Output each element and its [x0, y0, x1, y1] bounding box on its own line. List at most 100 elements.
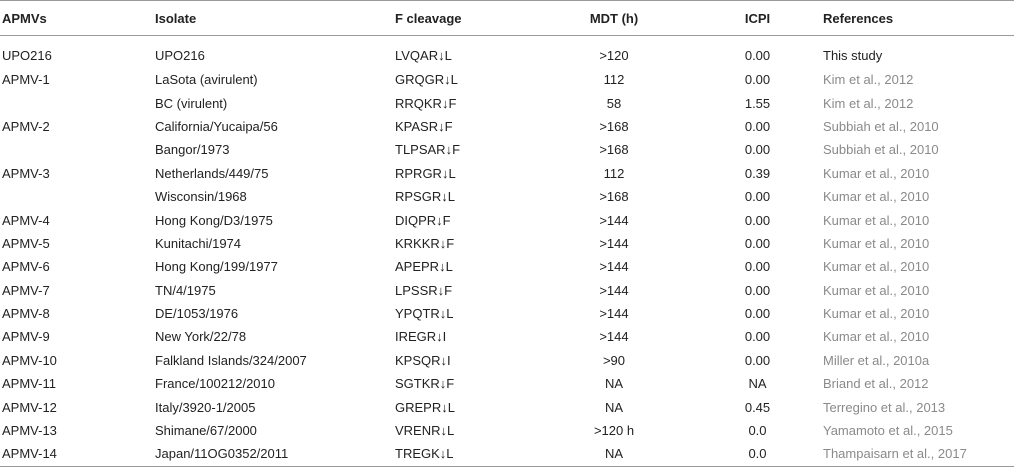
cell-apmv: APMV-12 — [2, 399, 57, 415]
cell-icpi: 0.00 — [744, 118, 771, 134]
table-row: APMV-1 LaSota (avirulent) GRQGR↓L 112 0.00 Ki… — [0, 68, 1014, 91]
cell-isolate: Shimane/67/2000 — [155, 423, 257, 439]
header-references: References — [821, 0, 1014, 36]
cell-f-cleavage: VRENR↓L — [395, 423, 455, 439]
table-row: UPO216 UPO216 LVQAR↓L >120 0.00 This study — [0, 36, 1014, 69]
cell-mdt: >144 — [599, 259, 629, 275]
cell-f-cleavage: KPSQR↓I — [395, 352, 451, 368]
cell-reference: Kumar et al., 2010 — [823, 165, 930, 181]
cell-isolate: Japan/11OG0352/2011 — [153, 442, 393, 467]
cell-apmv: APMV-8 — [2, 306, 50, 322]
cell-f-cleavage: RPRGR↓L — [395, 165, 456, 181]
cell-isolate: Hong Kong/D3/1975 — [155, 212, 273, 228]
cell-reference: Subbiah et al., 2010 — [823, 142, 939, 158]
cell-f-cleavage: DIQPR↓F — [395, 212, 451, 228]
cell-f-cleavage: IREGR↓I — [395, 329, 447, 345]
cell-reference: Briand et al., 2012 — [823, 376, 929, 392]
table-row: APMV-8 DE/1053/1976 YPQTR↓L >144 0.00 Kumar e… — [0, 302, 1014, 325]
cell-f-cleavage: APEPR↓L — [395, 259, 453, 275]
cell-mdt: NA — [534, 442, 694, 467]
cell-mdt: >168 — [599, 118, 629, 134]
table-row: Bangor/1973 TLPSAR↓F >168 0.00 Subbiah et al… — [0, 138, 1014, 161]
cell-f-cleavage: RRQKR↓F — [395, 95, 457, 111]
cell-isolate: Wisconsin/1968 — [155, 189, 247, 205]
cell-mdt: NA — [604, 376, 624, 392]
cell-isolate: LaSota (avirulent) — [155, 72, 258, 88]
cell-apmv: APMV-7 — [2, 282, 50, 298]
header-icpi: ICPI — [694, 0, 821, 36]
table-row: APMV-2 California/Yucaipa/56 KPASR↓F >168 0.… — [0, 115, 1014, 138]
cell-reference: Terregino et al., 2013 — [823, 399, 946, 415]
cell-mdt: >144 — [599, 329, 629, 345]
cell-apmv: APMV-2 — [2, 118, 50, 134]
table-body: UPO216 UPO216 LVQAR↓L >120 0.00 This study APM… — [0, 36, 1014, 467]
cell-reference: Kim et al., 2012 — [823, 95, 914, 111]
cell-f-cleavage: SGTKR↓F — [395, 376, 455, 392]
cell-f-cleavage: GRQGR↓L — [395, 72, 458, 88]
cell-f-cleavage: KRKKR↓F — [395, 235, 455, 251]
cell-reference: Kumar et al., 2010 — [823, 329, 930, 345]
cell-f-cleavage: YPQTR↓L — [395, 306, 454, 322]
cell-reference: Kumar et al., 2010 — [823, 212, 930, 228]
cell-icpi: 0.39 — [744, 165, 771, 181]
cell-icpi: NA — [748, 376, 767, 392]
cell-icpi: 1.55 — [744, 95, 771, 111]
cell-icpi: 0.00 — [744, 189, 771, 205]
cell-mdt: >144 — [599, 212, 629, 228]
table-row: APMV-14 Japan/11OG0352/2011 TREGK↓L NA 0.0 Th… — [0, 442, 1014, 467]
cell-isolate: France/100212/2010 — [155, 376, 275, 392]
cell-mdt: >120 — [599, 47, 629, 63]
cell-reference: Kumar et al., 2010 — [823, 189, 930, 205]
cell-icpi: 0.0 — [748, 423, 767, 439]
cell-reference: This study — [823, 47, 883, 63]
cell-f-cleavage: TREGK↓L — [393, 442, 534, 467]
cell-isolate: Falkland Islands/324/2007 — [155, 352, 307, 368]
cell-reference: Miller et al., 2010a — [823, 352, 930, 368]
cell-icpi: 0.00 — [744, 306, 771, 322]
cell-mdt: >144 — [599, 235, 629, 251]
cell-reference: Yamamoto et al., 2015 — [823, 423, 953, 439]
cell-reference: Kumar et al., 2010 — [823, 235, 930, 251]
cell-apmv — [0, 91, 153, 114]
cell-mdt: >168 — [599, 189, 629, 205]
table-row: APMV-12 Italy/3920-1/2005 GREPR↓L NA 0.45 Ter… — [0, 395, 1014, 418]
table-row: APMV-9 New York/22/78 IREGR↓I >144 0.00 Kumar… — [0, 325, 1014, 348]
table-row: BC (virulent) RRQKR↓F 58 1.55 Kim et al., 20… — [0, 91, 1014, 114]
cell-icpi: 0.00 — [744, 259, 771, 275]
cell-reference: Subbiah et al., 2010 — [823, 118, 939, 134]
cell-icpi: 0.00 — [744, 47, 771, 63]
header-mdt: MDT (h) — [534, 0, 694, 36]
cell-icpi: 0.45 — [744, 399, 771, 415]
cell-isolate: Hong Kong/199/1977 — [155, 259, 278, 275]
cell-isolate: Bangor/1973 — [155, 142, 230, 158]
cell-isolate: Netherlands/449/75 — [155, 165, 269, 181]
cell-apmv: APMV-5 — [2, 235, 50, 251]
cell-mdt: 112 — [603, 165, 625, 181]
cell-mdt: >144 — [599, 282, 629, 298]
cell-isolate: UPO216 — [155, 47, 205, 63]
table-row: APMV-11 France/100212/2010 SGTKR↓F NA NA Bria… — [0, 372, 1014, 395]
cell-f-cleavage: LVQAR↓L — [395, 47, 452, 63]
header-f-cleavage: F cleavage — [393, 0, 534, 36]
cell-apmv: APMV-1 — [2, 72, 50, 88]
cell-mdt: NA — [604, 399, 624, 415]
cell-apmv: APMV-6 — [2, 259, 50, 275]
cell-reference: Kumar et al., 2010 — [823, 259, 930, 275]
cell-mdt: 58 — [606, 95, 622, 111]
cell-isolate: TN/4/1975 — [155, 282, 216, 298]
cell-apmv — [0, 138, 153, 161]
cell-f-cleavage: RPSGR↓L — [395, 189, 455, 205]
cell-mdt: >144 — [599, 306, 629, 322]
cell-f-cleavage: LPSSR↓F — [395, 282, 453, 298]
cell-apmv — [0, 185, 153, 208]
cell-isolate: California/Yucaipa/56 — [155, 118, 278, 134]
cell-apmv: APMV-14 — [0, 442, 153, 467]
cell-mdt: >90 — [602, 352, 626, 368]
cell-f-cleavage: KPASR↓F — [395, 118, 453, 134]
cell-icpi: 0.00 — [744, 212, 771, 228]
cell-icpi: 0.00 — [744, 235, 771, 251]
header-apmvs: APMVs — [0, 0, 153, 36]
cell-isolate: Kunitachi/1974 — [155, 235, 242, 251]
